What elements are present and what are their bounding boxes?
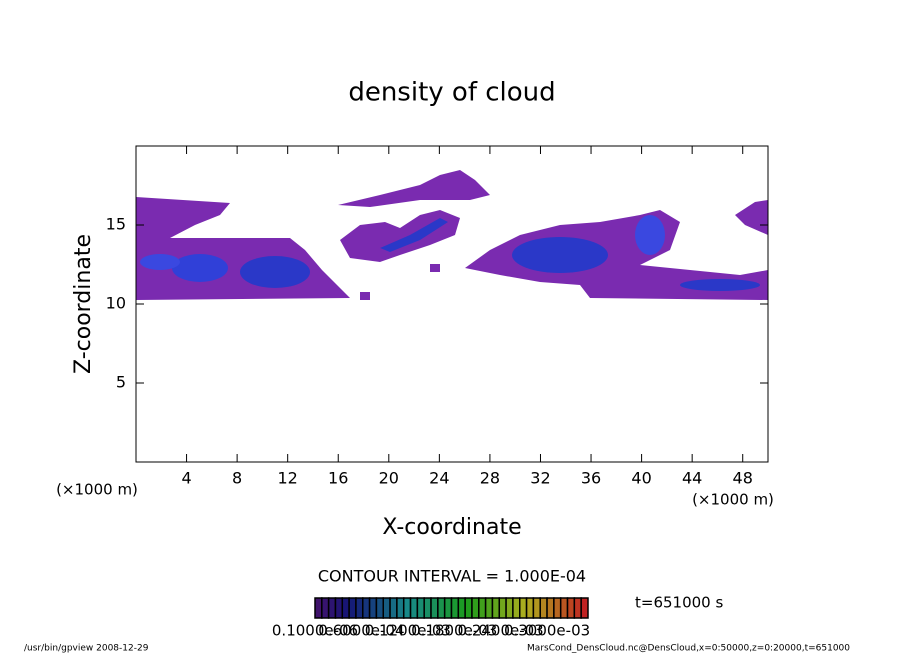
colorbar-cell <box>355 597 364 619</box>
x-tick-label: 36 <box>581 469 601 488</box>
y-tick-label: 15 <box>106 215 126 234</box>
colorbar-cell <box>437 597 446 619</box>
colorbar-cell <box>539 597 548 619</box>
colorbar-cell <box>327 597 337 619</box>
time-label: t=651000 s <box>635 594 723 612</box>
colorbar-cell <box>409 597 419 619</box>
colorbar-cell <box>314 597 323 619</box>
colorbar-cell <box>334 597 344 619</box>
x-tick-label: 16 <box>328 469 348 488</box>
colorbar-label: 0.2400e-03 <box>458 622 544 640</box>
colorbar-cell <box>450 597 460 619</box>
colorbar-label: 0.6000e-04 <box>318 622 404 640</box>
colorbar-cell <box>512 597 521 619</box>
cloud-region <box>340 210 460 262</box>
colorbar-cell <box>484 597 494 619</box>
x-axis-label: X-coordinate <box>382 515 521 540</box>
colorbar-cell <box>573 597 582 619</box>
x-unit: (×1000 m) <box>56 481 138 499</box>
colorbar-cell <box>505 597 514 619</box>
colorbar-cell <box>430 597 439 619</box>
colorbar-cell <box>464 597 473 619</box>
cloud-region <box>338 170 490 207</box>
x-tick-label: 32 <box>530 469 550 488</box>
colorbar-label: 0.1000e-06 <box>272 622 358 640</box>
contour-interval: CONTOUR INTERVAL = 1.000E-04 <box>318 567 586 586</box>
x-tick-label: 48 <box>733 469 753 488</box>
cloud-core <box>380 218 448 252</box>
cloud-core <box>680 279 760 291</box>
colorbar-cell <box>580 597 589 619</box>
x-tick-label: 44 <box>682 469 702 488</box>
x-tick-label: 24 <box>429 469 449 488</box>
cloud-field <box>136 170 768 300</box>
y-tick-label: 5 <box>116 373 126 392</box>
colorbar-cell <box>382 597 391 619</box>
colorbar-cell <box>396 597 405 619</box>
x-tick-label: 20 <box>379 469 399 488</box>
x-tick-label: 12 <box>278 469 298 488</box>
colorbar-cell <box>443 597 453 619</box>
y-tick-label: 10 <box>106 294 126 313</box>
x-tick-label: 28 <box>480 469 500 488</box>
x-tick-label: 40 <box>631 469 651 488</box>
colorbar-cell <box>498 597 507 619</box>
colorbar-cell <box>362 597 371 619</box>
colorbar <box>314 597 589 619</box>
colorbar-cell <box>457 597 466 619</box>
colorbar-cell <box>471 597 480 619</box>
cloud-region <box>735 200 768 235</box>
cloud-core <box>140 254 180 270</box>
cloud-region <box>360 292 370 300</box>
colorbar-cell <box>553 597 562 619</box>
colorbar-cell <box>423 597 432 619</box>
colorbar-cell <box>546 597 555 619</box>
y-axis-label: Z-coordinate <box>71 234 96 374</box>
colorbar-cell <box>375 597 384 619</box>
x-tick-label: 8 <box>232 469 242 488</box>
colorbar-cell <box>559 597 569 619</box>
footer: /usr/bin/gpview 2008-12-29 <box>24 644 149 654</box>
cloud-core <box>172 254 228 282</box>
x-tick-label: 4 <box>181 469 191 488</box>
cloud-core <box>635 215 665 255</box>
cloud-region <box>430 264 440 272</box>
colorbar-cell <box>519 597 528 619</box>
colorbar-cell <box>478 597 487 619</box>
colorbar-cell <box>389 597 398 619</box>
chart-title: density of cloud <box>348 78 555 108</box>
colorbar-label: 0.1200e-03 <box>365 622 451 640</box>
cloud-core <box>240 256 310 288</box>
x-unit: (×1000 m) <box>692 491 774 509</box>
colorbar-label: 0.3000e-03 <box>504 622 590 640</box>
colorbar-cell <box>341 597 350 619</box>
colorbar-cell <box>321 597 330 619</box>
colorbar-cell <box>491 597 501 619</box>
cloud-core <box>512 237 608 273</box>
colorbar-cell <box>525 597 535 619</box>
cloud-region <box>465 210 768 300</box>
colorbar-cell <box>368 597 378 619</box>
colorbar-cell <box>348 597 357 619</box>
cloud-region <box>136 197 350 300</box>
colorbar-cell <box>566 597 576 619</box>
colorbar-cell <box>416 597 425 619</box>
colorbar-cell <box>532 597 541 619</box>
colorbar-cell <box>402 597 412 619</box>
footer: MarsCond_DensCloud.nc@DensCloud,x=0:5000… <box>527 644 850 654</box>
colorbar-label: 0.1800e-03 <box>411 622 497 640</box>
